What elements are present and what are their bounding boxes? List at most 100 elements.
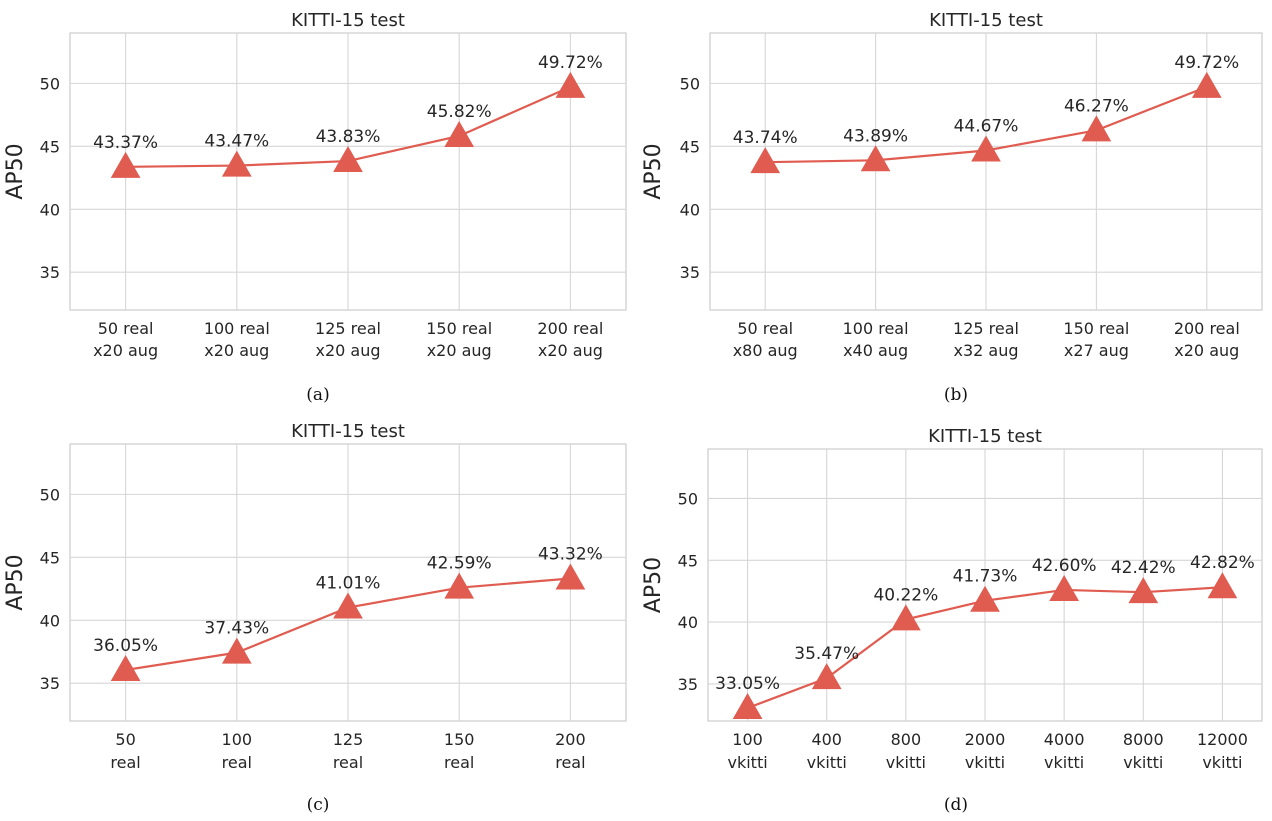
y-tick-label: 40	[40, 200, 60, 219]
x-tick-label: 50 real	[737, 319, 793, 338]
caption-b: (b)	[943, 385, 969, 405]
x-tick-label-line2: vkitti	[1202, 753, 1242, 772]
x-tick-label: 800	[891, 730, 922, 749]
chart-d-svg: 35 40 45 50 100 vkitti 400 vkitti 800 vkitti 2000 v…	[641, 426, 1263, 772]
chart-title: KITTI-15 test	[929, 10, 1043, 31]
data-point-marker	[444, 572, 475, 599]
y-axis-label: AP50	[641, 557, 666, 613]
x-tick-label: 200 real	[537, 319, 603, 338]
x-tick-label-line2: x80 aug	[733, 341, 798, 360]
data-label: 43.74%	[733, 128, 798, 148]
data-point-marker	[221, 637, 252, 664]
data-label: 43.47%	[204, 132, 269, 152]
x-tick-label-line2: x40 aug	[843, 341, 908, 360]
x-tick-label-line2: x20 aug	[93, 341, 158, 360]
data-label: 42.59%	[427, 554, 492, 574]
x-tick-label: 4000	[1044, 730, 1085, 749]
x-tick-label: 150	[444, 730, 475, 749]
data-point-marker	[971, 135, 1001, 162]
x-tick-label: 12000	[1197, 730, 1248, 749]
data-point-marker	[444, 120, 475, 147]
x-tick-label-line2: x20 aug	[315, 341, 380, 360]
chart-panel-c: 35 40 45 50 50 real 100 real 125 real 150 real 200 re…	[0, 411, 636, 821]
x-tick-label: 400	[811, 730, 842, 749]
data-point-marker	[970, 585, 1000, 612]
x-tick-label-line2: x27 aug	[1064, 341, 1129, 360]
y-axis-label: AP50	[641, 143, 666, 199]
data-label: 41.01%	[316, 574, 381, 594]
y-tick-label: 35	[678, 675, 698, 694]
data-label: 46.27%	[1064, 96, 1129, 116]
data-label: 41.73%	[953, 567, 1018, 587]
y-tick-label: 50	[40, 485, 60, 504]
y-axis-label: AP50	[3, 143, 28, 199]
x-tick-label: 125	[333, 730, 364, 749]
data-point-marker	[811, 663, 842, 690]
chart-panel-b: 35 40 45 50 50 real x80 aug 100 real x40 aug 125…	[636, 0, 1272, 410]
data-point-marker	[860, 145, 891, 172]
caption-a: (a)	[306, 385, 330, 405]
data-label: 44.67%	[954, 116, 1019, 136]
y-tick-label: 40	[678, 613, 698, 632]
x-tick-label-line2: real	[444, 753, 474, 772]
y-tick-label: 45	[40, 137, 60, 156]
y-tick-label: 45	[678, 551, 698, 570]
x-tick-label-line2: x20 aug	[1174, 341, 1239, 360]
y-tick-label: 40	[680, 200, 700, 219]
x-tick-label-line2: vkitti	[886, 753, 926, 772]
data-label: 43.32%	[538, 544, 603, 564]
chart-a-svg: 35 40 45 50 50 real x20 aug 100 real x20 aug 125…	[3, 10, 627, 360]
data-point-marker	[333, 146, 363, 173]
x-tick-label-line2: x20 aug	[538, 341, 603, 360]
data-label: 43.37%	[93, 133, 158, 153]
data-point-marker	[890, 604, 921, 631]
x-tick-label-line2: real	[555, 753, 585, 772]
y-tick-label: 35	[40, 263, 60, 282]
x-tick-label: 100	[732, 730, 763, 749]
x-tick-label: 150 real	[426, 319, 492, 338]
data-label: 37.43%	[204, 619, 269, 639]
chart-title: KITTI-15 test	[291, 421, 405, 442]
y-tick-label: 50	[678, 489, 698, 508]
data-point-marker	[1128, 577, 1159, 604]
x-tick-label-line2: vkitti	[727, 753, 767, 772]
x-tick-label: 200	[555, 730, 586, 749]
x-tick-label-line2: vkitti	[1044, 753, 1084, 772]
data-label: 42.42%	[1111, 558, 1176, 578]
x-tick-label: 100	[222, 730, 253, 749]
data-label: 33.05%	[715, 674, 780, 694]
data-label: 49.72%	[538, 53, 603, 73]
y-tick-label: 45	[40, 548, 60, 567]
y-tick-label: 35	[40, 674, 60, 693]
chart-title: KITTI-15 test	[928, 426, 1042, 447]
x-tick-label-line2: real	[110, 753, 140, 772]
x-tick-label: 200 real	[1174, 319, 1240, 338]
x-tick-label-line2: x20 aug	[427, 341, 492, 360]
y-axis-label: AP50	[3, 554, 28, 610]
x-tick-label-line2: x32 aug	[953, 341, 1018, 360]
data-point-marker	[221, 150, 252, 177]
chart-c-svg: 35 40 45 50 50 real 100 real 125 real 150 real 200 re…	[3, 421, 627, 772]
x-tick-label-line2: real	[333, 753, 363, 772]
data-label: 42.60%	[1032, 556, 1097, 576]
x-tick-label: 150 real	[1063, 319, 1129, 338]
data-label: 43.83%	[316, 127, 381, 147]
x-tick-label-line2: vkitti	[965, 753, 1005, 772]
data-point-marker	[750, 147, 781, 174]
data-point-marker	[110, 151, 141, 178]
data-point-marker	[732, 693, 763, 720]
x-tick-label: 50 real	[98, 319, 154, 338]
y-tick-label: 50	[680, 74, 700, 93]
data-point-marker	[555, 563, 586, 590]
x-tick-label: 100 real	[843, 319, 909, 338]
data-label: 45.82%	[427, 102, 492, 122]
chart-title: KITTI-15 test	[291, 10, 405, 31]
caption-c: (c)	[306, 795, 330, 815]
data-label: 36.05%	[93, 636, 158, 656]
y-tick-label: 50	[40, 74, 60, 93]
x-tick-label-line2: vkitti	[807, 753, 847, 772]
data-label: 43.89%	[843, 126, 908, 146]
data-label: 49.72%	[1174, 53, 1239, 73]
x-tick-label-line2: vkitti	[1123, 753, 1163, 772]
x-tick-label: 50	[115, 730, 135, 749]
